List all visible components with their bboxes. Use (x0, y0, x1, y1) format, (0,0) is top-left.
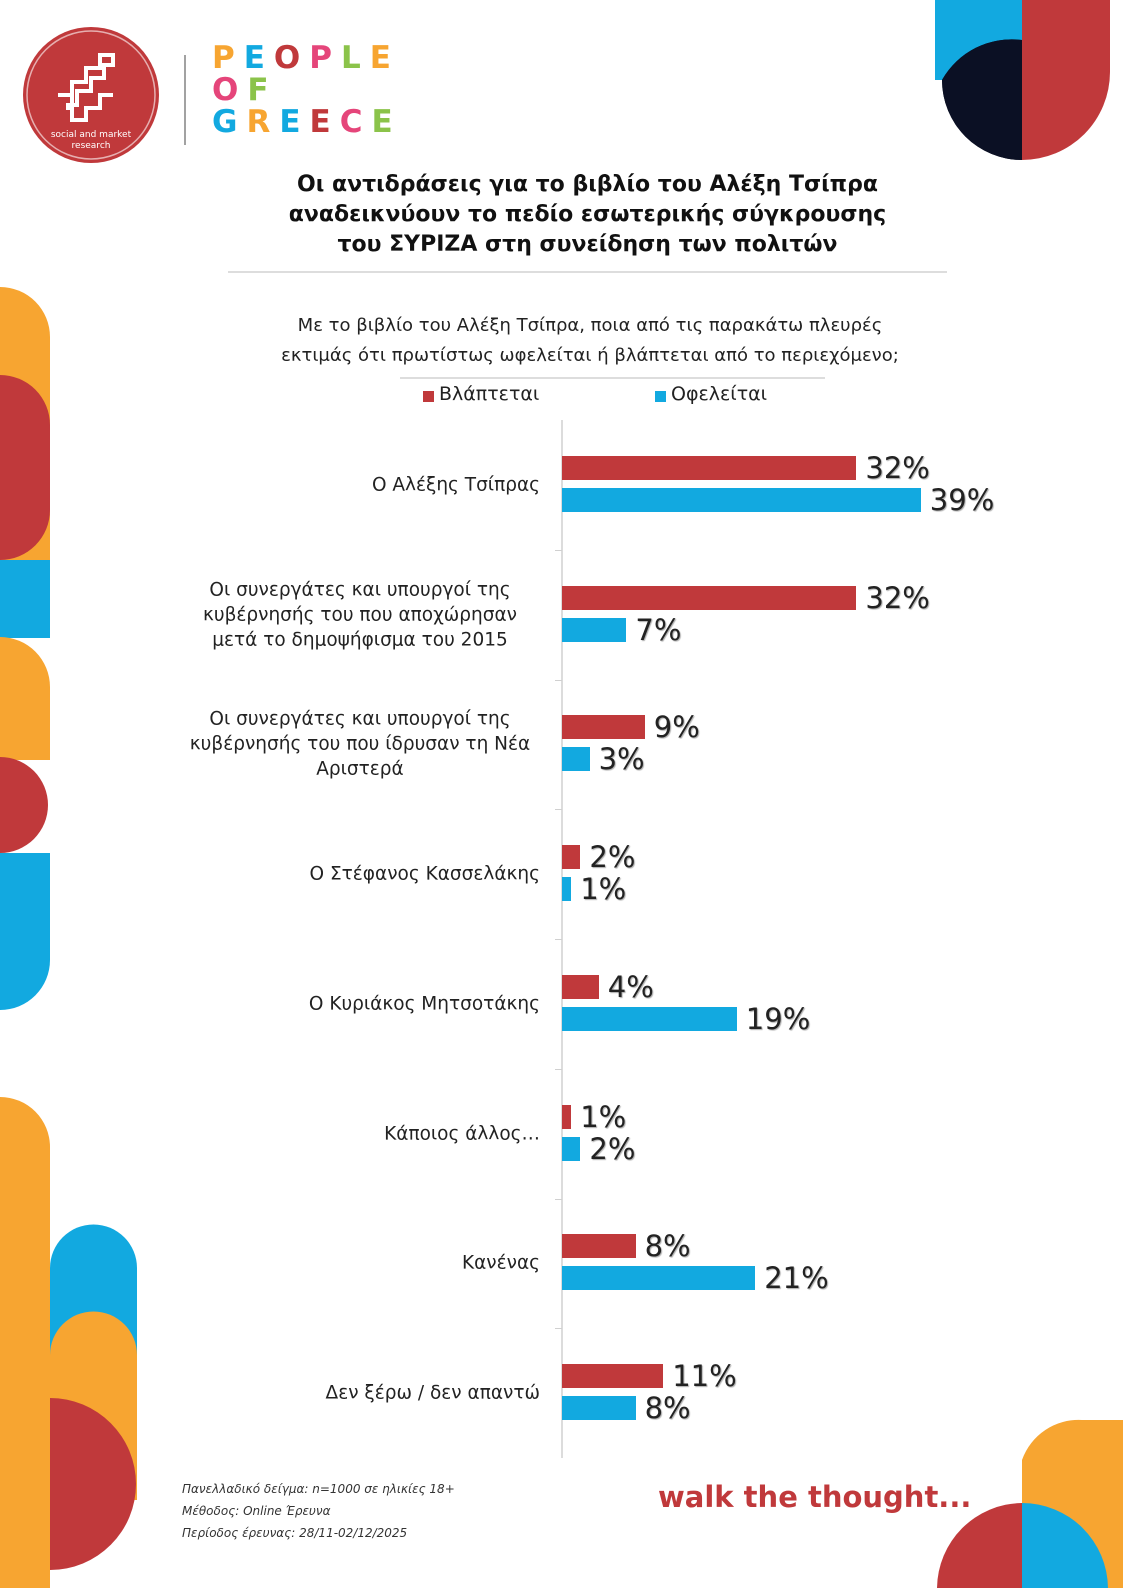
value-label: 19% (745, 1001, 811, 1036)
value-label: 21% (764, 1261, 829, 1296)
bar (562, 1266, 756, 1291)
bar (562, 974, 599, 999)
footer-note: Μέθοδος: Online Έρευνα (182, 1504, 331, 1518)
brand-line: PEOPLE (212, 40, 400, 76)
legend-swatch (655, 391, 666, 402)
category-label: Οι συνεργάτες και υπουργοί της κυβέρνησή… (202, 579, 518, 651)
bar (562, 747, 590, 772)
title-line: αναδεικνύουν το πεδίο εσωτερικής σύγκρου… (288, 202, 887, 227)
title-line: Οι αντιδράσεις για το βιβλίο του Αλέξη Τ… (297, 172, 878, 197)
value-label: 39% (929, 482, 995, 517)
category-tick (555, 679, 562, 681)
legend-label: Οφελείται (671, 383, 768, 405)
value-label: 1% (580, 1099, 627, 1134)
value-label: 4% (607, 969, 654, 1004)
bar (562, 715, 645, 740)
value-label: 1% (580, 872, 627, 907)
legend-swatch (423, 391, 434, 402)
bar (562, 1396, 636, 1421)
category-label: Δεν ξέρω / δεν απαντώ (325, 1382, 540, 1404)
category-tick (555, 1328, 562, 1330)
title-block: Οι αντιδράσεις για το βιβλίο του Αλέξη Τ… (0, 170, 1123, 260)
value-label: 2% (589, 1131, 636, 1166)
category-tick (555, 549, 562, 551)
footer-note: Πανελλαδικό δείγμα: n=1000 σε ηλικίες 18… (182, 1482, 455, 1496)
brand: PEOPLE OF GREECE (212, 42, 402, 138)
bar (562, 1006, 737, 1031)
bar (562, 487, 921, 512)
category-tick (555, 809, 562, 811)
value-label: 32% (865, 580, 930, 615)
category-label: Ο Κυριάκος Μητσοτάκης (308, 993, 540, 1015)
slogan: walk the thought... (658, 1480, 972, 1514)
legend-label: Βλάπτεται (439, 383, 540, 405)
category-label: Οι συνεργάτες και υπουργοί της κυβέρνησή… (189, 708, 531, 780)
bar (562, 1364, 664, 1389)
value-label: 7% (635, 612, 682, 647)
category-label: Ο Αλέξης Τσίπρας (371, 474, 540, 496)
value-label: 8% (644, 1391, 691, 1426)
bar (562, 617, 627, 642)
subtitle-line: Με το βιβλίο του Αλέξη Τσίπρα, ποια από … (297, 315, 883, 336)
brand-line: OF (212, 72, 278, 108)
category-label: Ο Στέφανος Κασσελάκης (309, 863, 540, 885)
value-label: 8% (644, 1229, 691, 1264)
bar (562, 877, 572, 902)
value-label: 3% (598, 742, 645, 777)
value-label: 2% (589, 840, 636, 875)
bar (562, 1104, 572, 1129)
bar (562, 585, 857, 610)
title-line: του ΣΥΡΙΖΑ στη συνείδηση των πολιτών (337, 232, 838, 257)
category-label: Κανένας (461, 1252, 540, 1274)
brand-line: GREECE (212, 104, 402, 140)
bar (562, 1234, 636, 1259)
category-tick (555, 1068, 562, 1070)
bar (562, 455, 857, 480)
footer-note: Περίοδος έρευνας: 28/11-02/12/2025 (182, 1526, 408, 1540)
value-label: 32% (865, 450, 930, 485)
subtitle-line: εκτιμάς ότι πρωτίστως ωφελείται ή βλάπτε… (281, 345, 899, 366)
footer-notes: Πανελλαδικό δείγμα: n=1000 σε ηλικίες 18… (182, 1478, 455, 1544)
value-label: 9% (653, 710, 700, 745)
subtitle-block: Με το βιβλίο του Αλέξη Τσίπρα, ποια από … (0, 311, 1123, 371)
bar (562, 1136, 581, 1161)
category-tick (555, 939, 562, 940)
bar (562, 845, 581, 870)
logo-caption: social and market research (50, 130, 132, 151)
category-label: Κάποιος άλλος… (384, 1123, 540, 1145)
value-label: 11% (672, 1359, 737, 1394)
category-tick (555, 1198, 562, 1200)
